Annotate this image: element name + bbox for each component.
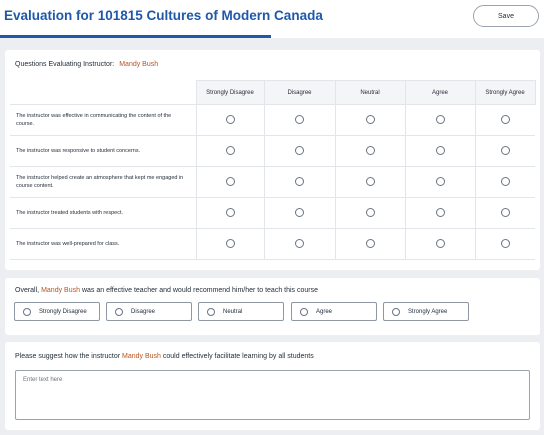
option-neutral[interactable]: Neutral [198,302,284,321]
rating-radio[interactable] [225,239,235,249]
instructor-name: Mandy Bush [122,353,161,360]
suggestion-question: Please suggest how the instructor Mandy … [15,353,314,360]
question-column-header [10,80,197,105]
option-strongly-disagree[interactable]: Strongly Disagree [14,302,100,321]
rating-radio[interactable] [365,115,375,125]
overall-prefix: Overall, [15,287,40,294]
rating-radio[interactable] [295,208,304,218]
column-header: Neutral [334,80,406,105]
rating-radio[interactable] [435,208,445,218]
instructor-name: Mandy Bush [41,287,80,294]
rating-matrix: Strongly Disagree Disagree Neutral Agree… [10,80,536,260]
question-text: The instructor was effective in communic… [10,104,196,136]
questions-heading: Questions Evaluating Instructor: Mandy Bu… [15,61,158,68]
option-radio[interactable] [392,307,400,316]
rating-radio[interactable] [365,208,375,218]
rating-radio[interactable] [435,177,445,187]
page-title: Evaluation for 101815 Cultures of Modern… [4,8,323,23]
option-radio[interactable] [300,307,308,316]
option-radio[interactable] [207,307,215,316]
column-header: Strongly Disagree [195,80,265,105]
rating-radio[interactable] [225,208,235,218]
rating-radio[interactable] [225,115,235,125]
option-agree[interactable]: Agree [291,302,377,321]
suggest-suffix: could effectively facilitate learning by… [162,353,314,360]
save-button[interactable]: Save [473,5,539,27]
option-radio[interactable] [23,307,31,316]
overall-recommendation-card: Overall, Mandy Bush was an effective tea… [5,278,540,335]
question-text: The instructor was responsive to student… [10,135,196,167]
option-label: Strongly Disagree [39,308,87,315]
rating-radio[interactable] [295,146,304,156]
question-row: The instructor treated students with res… [10,197,535,229]
instructor-name: Mandy Bush [119,61,159,68]
overall-suffix: was an effective teacher and would recom… [81,287,319,294]
instructor-questions-card: Questions Evaluating Instructor: Mandy Bu… [5,50,540,270]
page-header: Evaluation for 101815 Cultures of Modern… [0,0,544,38]
rating-radio[interactable] [225,177,235,187]
rating-radio[interactable] [500,239,510,249]
rating-radio[interactable] [435,115,445,125]
option-label: Strongly Agree [408,308,448,315]
rating-radio[interactable] [435,239,445,249]
option-label: Agree [316,308,333,315]
suggestion-card: Please suggest how the instructor Mandy … [5,342,540,430]
rating-radio[interactable] [295,115,304,125]
option-label: Neutral [223,308,243,315]
rating-radio[interactable] [435,146,445,156]
option-strongly-agree[interactable]: Strongly Agree [383,302,469,321]
option-radio[interactable] [115,307,123,316]
rating-radio[interactable] [500,208,510,218]
question-row: The instructor was responsive to student… [10,135,535,167]
suggest-prefix: Please suggest how the instructor [15,353,121,360]
column-header: Disagree [263,80,336,105]
question-row: The instructor helped create an atmosphe… [10,166,535,198]
rating-radio[interactable] [500,115,510,125]
rating-radio[interactable] [225,146,235,156]
questions-heading-label: Questions Evaluating Instructor: [15,61,115,68]
title-underline [0,35,271,38]
rating-radio[interactable] [500,146,510,156]
question-text: The instructor treated students with res… [10,197,196,229]
column-header: Agree [404,80,476,105]
rating-radio[interactable] [500,177,510,187]
question-row: The instructor was effective in communic… [10,104,535,136]
question-text: The instructor was well-prepared for cla… [10,228,196,260]
question-text: The instructor helped create an atmosphe… [10,166,196,198]
question-row: The instructor was well-prepared for cla… [10,228,535,260]
option-disagree[interactable]: Disagree [106,302,192,321]
rating-radio[interactable] [295,177,304,187]
rating-radio[interactable] [295,239,304,249]
rating-radio[interactable] [365,146,375,156]
column-header: Strongly Agree [474,80,536,105]
overall-question: Overall, Mandy Bush was an effective tea… [15,287,318,294]
option-label: Disagree [131,308,156,315]
rating-radio[interactable] [365,239,375,249]
rating-radio[interactable] [365,177,375,187]
suggestion-textarea[interactable] [15,370,530,420]
